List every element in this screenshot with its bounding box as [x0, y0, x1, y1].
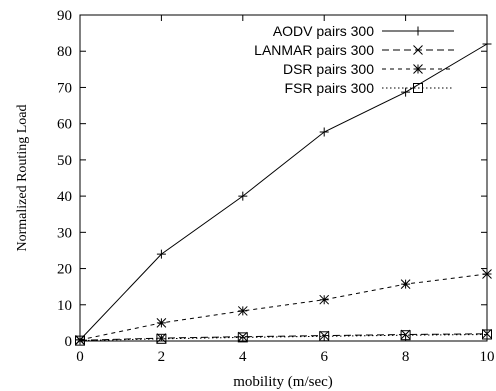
marker-square	[482, 329, 492, 340]
x-tick-label: 8	[402, 349, 410, 365]
x-axis-label: mobility (m/sec)	[233, 374, 333, 390]
marker-asterisk	[400, 279, 411, 289]
series-fsr	[75, 329, 492, 346]
marker-square	[319, 331, 330, 342]
marker-asterisk	[237, 306, 248, 316]
series-lanmar	[75, 328, 492, 346]
legend-label: DSR pairs 300	[283, 61, 374, 77]
y-tick-label: 60	[57, 117, 72, 133]
axes: 0 2 4 6 8 10 0 10 20 30 40 50 60 70 80 90	[57, 8, 495, 365]
marker-cross	[237, 331, 248, 342]
y-tick-label: 0	[65, 334, 73, 350]
marker-asterisk	[156, 318, 167, 328]
marker-plus	[482, 39, 492, 49]
series-line	[79, 333, 488, 341]
y-tick-label: 20	[57, 262, 72, 278]
marker-plus	[319, 127, 329, 137]
y-tick-label: 50	[57, 153, 72, 169]
marker-cross	[319, 330, 330, 341]
series-line	[79, 43, 488, 341]
y-tick-label: 40	[57, 189, 72, 205]
marker-square	[400, 330, 411, 341]
legend: AODV pairs 300 LANMAR pairs 300 DSR pairs …	[254, 23, 454, 96]
y-tick-label: 10	[57, 298, 72, 314]
series-aodv	[75, 39, 492, 345]
marker-square	[237, 332, 248, 343]
marker-asterisk	[482, 269, 492, 279]
series-layer	[75, 39, 492, 346]
plot-frame	[79, 14, 488, 342]
marker-cross	[400, 329, 411, 340]
marker-plus	[401, 87, 411, 97]
x-tick-label: 6	[320, 349, 328, 365]
marker-plus	[238, 191, 248, 201]
marker-square	[75, 335, 85, 346]
marker-asterisk	[413, 64, 423, 74]
x-tick-label: 10	[480, 349, 495, 365]
legend-label: FSR pairs 300	[285, 80, 375, 96]
marker-cross	[482, 328, 492, 339]
y-tick-label: 90	[57, 8, 72, 24]
marker-cross	[156, 333, 167, 343]
series-line	[79, 334, 488, 342]
x-tick-label: 4	[239, 349, 247, 365]
marker-square	[156, 333, 167, 344]
marker-plus	[413, 26, 423, 36]
y-tick-label: 30	[57, 225, 72, 241]
legend-label: LANMAR pairs 300	[254, 42, 374, 58]
y-axis-label: Normalized Routing Load	[15, 105, 30, 252]
y-tick-label: 80	[57, 44, 72, 60]
marker-square	[413, 83, 423, 93]
marker-cross	[413, 45, 423, 55]
marker-plus	[156, 249, 166, 259]
x-tick-label: 0	[76, 349, 84, 365]
series-line	[79, 273, 488, 341]
legend-label: AODV pairs 300	[273, 23, 374, 39]
marker-asterisk	[75, 335, 85, 345]
marker-asterisk	[319, 294, 330, 305]
y-tick-label: 70	[57, 80, 72, 96]
series-dsr	[75, 269, 492, 345]
x-tick-label: 2	[158, 349, 166, 365]
